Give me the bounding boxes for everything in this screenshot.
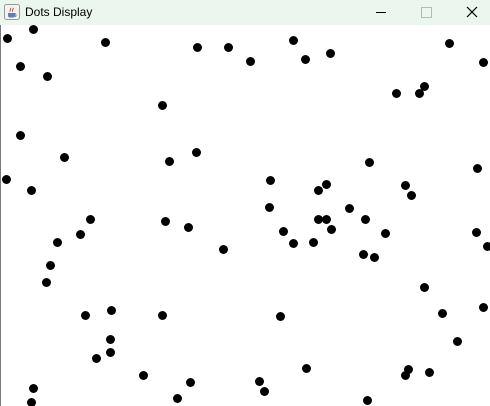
maximize-icon	[421, 7, 432, 18]
dot	[41, 277, 51, 287]
dot	[478, 57, 488, 67]
dot	[275, 311, 285, 321]
dot	[369, 252, 379, 262]
dot	[360, 214, 370, 224]
minimize-icon	[376, 12, 386, 13]
dot	[321, 179, 331, 189]
dot	[326, 224, 336, 234]
dot	[419, 282, 429, 292]
dot	[28, 24, 38, 34]
dot	[437, 308, 447, 318]
dot	[362, 395, 372, 405]
window-title: Dots Display	[25, 5, 93, 19]
dot	[15, 130, 25, 140]
dot	[471, 227, 481, 237]
dot	[26, 397, 36, 406]
dot	[192, 42, 202, 52]
dot	[482, 241, 490, 251]
dot	[264, 202, 274, 212]
dot	[391, 88, 401, 98]
dot	[406, 190, 416, 200]
dot	[364, 157, 374, 167]
dot	[91, 353, 101, 363]
dot	[105, 334, 115, 344]
dot	[344, 203, 354, 213]
dot	[75, 229, 85, 239]
dot	[105, 347, 115, 357]
dot	[288, 35, 298, 45]
dot	[313, 185, 323, 195]
dot	[472, 163, 482, 173]
dot	[308, 237, 318, 247]
dot	[52, 237, 62, 247]
dot	[265, 175, 275, 185]
dot	[218, 244, 228, 254]
dot	[160, 216, 170, 226]
dot	[183, 222, 193, 232]
dots-canvas	[0, 24, 490, 406]
dot	[321, 214, 331, 224]
minimize-button[interactable]	[358, 0, 404, 25]
dot	[403, 364, 413, 374]
close-button[interactable]	[448, 0, 490, 25]
dot	[254, 376, 264, 386]
window-border	[0, 25, 1, 406]
dot	[313, 214, 323, 224]
dot	[185, 377, 195, 387]
dot	[138, 370, 148, 380]
dot	[452, 336, 462, 346]
dot	[245, 56, 255, 66]
dot	[157, 310, 167, 320]
dot	[172, 393, 182, 403]
java-cup-icon[interactable]	[4, 4, 20, 20]
dot	[106, 305, 116, 315]
dot	[288, 238, 298, 248]
dot	[164, 156, 174, 166]
dot	[419, 81, 429, 91]
dot	[259, 386, 269, 396]
dot	[400, 180, 410, 190]
dot	[325, 48, 335, 58]
dot	[300, 54, 310, 64]
dot	[1, 174, 11, 184]
dot	[414, 88, 424, 98]
dot	[42, 71, 52, 81]
dot	[380, 228, 390, 238]
dot	[45, 260, 55, 270]
dot	[478, 302, 488, 312]
dot	[358, 249, 368, 259]
dot	[444, 38, 454, 48]
dot	[223, 42, 233, 52]
dot	[80, 310, 90, 320]
close-icon	[466, 6, 478, 18]
dot	[15, 61, 25, 71]
dot	[2, 33, 12, 43]
dot	[28, 383, 38, 393]
dot	[59, 152, 69, 162]
dot	[278, 226, 288, 236]
dot	[100, 37, 110, 47]
dot	[400, 370, 410, 380]
dot	[301, 363, 311, 373]
dot	[191, 147, 201, 157]
dot	[424, 367, 434, 377]
dot	[26, 185, 36, 195]
maximize-button[interactable]	[403, 0, 449, 25]
title-bar[interactable]: Dots Display	[0, 0, 490, 25]
dot	[157, 100, 167, 110]
dot	[85, 214, 95, 224]
